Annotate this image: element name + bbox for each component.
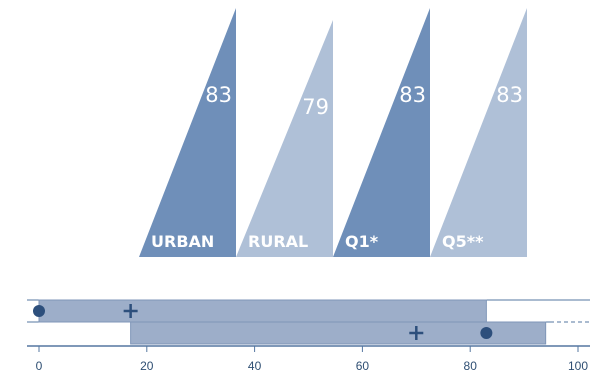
triangle-bar-2 [333,8,430,257]
range-plus-1 [409,326,424,340]
tick-label-1: 20 [140,359,154,373]
value-label-2: 83 [399,83,426,107]
tick-label-2: 40 [248,359,262,373]
category-label-1: RURAL [248,232,308,251]
range-bar-1 [130,321,547,345]
range-bar-0 [38,299,487,323]
tick-label-5: 100 [568,359,588,373]
triangle-bar-3 [430,8,527,257]
triangle-bar-0 [139,8,236,257]
category-label-3: Q5** [442,232,484,251]
triangle-bars: 83 URBAN 79 RURAL 83 Q1* 83 Q5** [139,8,527,257]
tick-label-4: 80 [464,359,478,373]
value-label-0: 83 [205,83,232,107]
value-label-3: 83 [496,83,523,107]
range-ticks: 0 20 40 60 80 100 [36,346,588,373]
tick-label-0: 0 [36,359,43,373]
range-chart: 0 20 40 60 80 100 [27,299,592,373]
range-markers [33,304,493,340]
triangle-bar-1 [236,20,333,257]
category-label-2: Q1* [345,232,379,251]
range-bars [38,299,547,345]
value-label-1: 79 [302,95,329,119]
range-dot-0 [33,305,45,317]
range-plus-0 [123,304,138,318]
range-dot-1 [480,327,493,339]
category-label-0: URBAN [151,232,214,251]
tick-label-3: 60 [356,359,370,373]
